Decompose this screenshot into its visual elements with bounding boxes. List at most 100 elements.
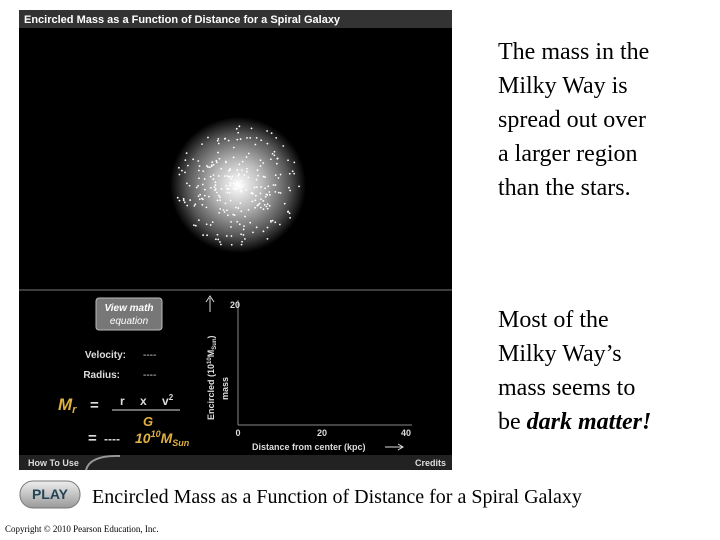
play-label[interactable]: PLAY xyxy=(32,486,69,502)
star xyxy=(230,243,233,246)
star xyxy=(258,202,261,205)
star xyxy=(288,212,291,215)
star xyxy=(275,162,278,165)
star xyxy=(229,182,232,184)
star xyxy=(220,188,223,190)
star xyxy=(176,196,179,199)
star xyxy=(279,173,282,176)
y-axis-label: Encircled (1010MSun) xyxy=(206,335,218,420)
text-line: than the stars. xyxy=(498,175,631,201)
star xyxy=(186,182,188,185)
star xyxy=(255,178,258,181)
star xyxy=(230,220,232,223)
star xyxy=(228,170,230,172)
stars xyxy=(176,125,300,246)
star xyxy=(231,175,234,178)
copyright: Copyright © 2010 Pearson Education, Inc. xyxy=(5,524,159,534)
how-to-use[interactable]: How To Use xyxy=(28,458,79,468)
star xyxy=(185,152,188,155)
star xyxy=(223,175,226,177)
star xyxy=(266,142,269,145)
emphasis: dark matter! xyxy=(526,409,652,435)
star xyxy=(203,178,206,180)
star xyxy=(277,191,280,194)
star xyxy=(256,169,259,172)
star xyxy=(215,159,218,162)
star xyxy=(214,189,216,192)
star xyxy=(235,182,238,185)
star xyxy=(287,210,290,213)
star xyxy=(265,205,268,208)
star xyxy=(267,185,270,188)
star xyxy=(186,204,189,207)
text-line: mass seems to xyxy=(498,375,636,401)
star xyxy=(237,131,240,134)
star xyxy=(276,157,279,160)
credits[interactable]: Credits xyxy=(415,458,446,468)
star xyxy=(181,169,183,172)
star xyxy=(212,174,215,176)
bottom-bar xyxy=(19,455,452,470)
star xyxy=(298,185,300,188)
star xyxy=(216,139,219,142)
star xyxy=(270,220,272,222)
star xyxy=(193,224,195,227)
star xyxy=(249,221,252,224)
star xyxy=(195,186,198,189)
star xyxy=(198,198,201,201)
star xyxy=(259,159,262,162)
star xyxy=(266,203,269,206)
star xyxy=(226,191,229,194)
star xyxy=(243,225,245,228)
star xyxy=(240,189,242,192)
star xyxy=(272,184,275,186)
star xyxy=(289,216,292,219)
star xyxy=(289,189,292,192)
star xyxy=(260,139,263,142)
star xyxy=(291,170,294,173)
star xyxy=(226,175,229,177)
star xyxy=(202,170,205,173)
star xyxy=(269,158,272,161)
star xyxy=(268,193,271,196)
star xyxy=(193,205,196,207)
star xyxy=(255,186,258,189)
star xyxy=(187,164,189,167)
star xyxy=(266,207,269,210)
star xyxy=(182,199,185,202)
star xyxy=(217,138,220,140)
star xyxy=(238,125,241,128)
star xyxy=(202,234,205,236)
star xyxy=(222,209,225,211)
star xyxy=(232,156,235,159)
star xyxy=(293,161,296,164)
star xyxy=(246,136,248,139)
star xyxy=(210,165,213,167)
star xyxy=(243,238,246,240)
view-math-button[interactable] xyxy=(95,297,163,331)
star xyxy=(240,190,243,193)
star xyxy=(182,197,185,200)
radius-value: ---- xyxy=(143,370,156,381)
star xyxy=(266,130,269,132)
star xyxy=(230,226,232,228)
star xyxy=(229,184,232,187)
text-block: The mass in the Milky Way is spread out … xyxy=(498,35,649,205)
star xyxy=(225,235,228,237)
equation: Mr = r x v2 G = ---- 1010MSun xyxy=(58,393,190,448)
star xyxy=(220,243,222,246)
star xyxy=(256,204,259,207)
star xyxy=(240,169,243,172)
star xyxy=(243,174,246,176)
text-line: Milky Way is xyxy=(498,73,628,99)
star xyxy=(241,184,244,187)
star xyxy=(216,199,219,202)
star xyxy=(239,186,241,189)
star xyxy=(226,209,228,212)
star xyxy=(223,211,226,213)
star xyxy=(247,152,250,155)
curve xyxy=(85,454,121,471)
play-button[interactable] xyxy=(19,480,81,509)
velocity-value: ---- xyxy=(143,350,156,361)
star xyxy=(259,165,262,167)
